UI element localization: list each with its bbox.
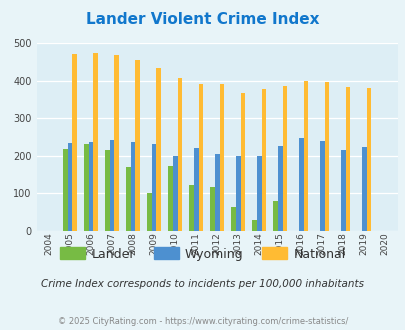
Bar (194, 148, 198, 231)
Bar (168, 166, 173, 231)
Bar (277, 147, 282, 231)
Bar (214, 153, 219, 231)
Bar (173, 156, 177, 231)
Bar (72, 54, 77, 231)
Bar (366, 88, 370, 231)
Text: Crime Index corresponds to incidents per 100,000 inhabitants: Crime Index corresponds to incidents per… (41, 279, 364, 289)
Bar (151, 144, 156, 231)
Bar (273, 201, 277, 231)
Bar (177, 78, 182, 231)
Bar (231, 207, 235, 231)
Bar (135, 60, 140, 231)
Bar (198, 84, 202, 231)
Bar (252, 220, 256, 231)
Bar (68, 143, 72, 231)
Bar (93, 53, 98, 231)
Bar (130, 142, 135, 231)
Bar (110, 140, 114, 231)
Bar (261, 89, 266, 231)
Bar (303, 81, 307, 231)
Bar (147, 193, 151, 231)
Bar (189, 185, 194, 231)
Bar (156, 69, 161, 231)
Bar (210, 186, 214, 231)
Bar (361, 148, 366, 231)
Text: © 2025 CityRating.com - https://www.cityrating.com/crime-statistics/: © 2025 CityRating.com - https://www.city… (58, 317, 347, 326)
Legend: Lander, Wyoming, National: Lander, Wyoming, National (55, 243, 350, 266)
Bar (114, 55, 119, 231)
Bar (298, 138, 303, 231)
Bar (84, 145, 89, 231)
Bar (319, 141, 324, 231)
Bar (235, 156, 240, 231)
Bar (324, 82, 328, 231)
Bar (240, 92, 245, 231)
Bar (63, 149, 68, 231)
Bar (282, 86, 286, 231)
Bar (89, 142, 93, 231)
Text: Lander Violent Crime Index: Lander Violent Crime Index (86, 12, 319, 26)
Bar (256, 156, 261, 231)
Bar (219, 84, 224, 231)
Bar (105, 150, 110, 231)
Bar (345, 87, 350, 231)
Bar (340, 150, 345, 231)
Bar (126, 167, 130, 231)
